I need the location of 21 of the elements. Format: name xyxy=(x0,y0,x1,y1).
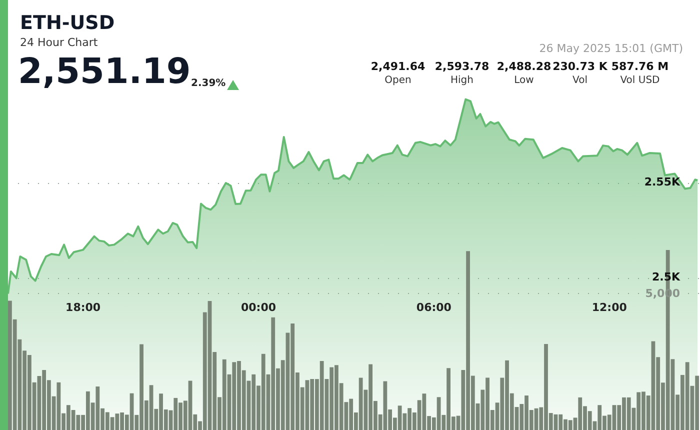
annotation: 2,488.28 xyxy=(496,60,552,73)
annotation: Low xyxy=(513,75,535,86)
annotation: 2,491.64 xyxy=(370,60,426,73)
x-tick-label: 18:00 xyxy=(66,300,101,314)
y-tick-label: 2.5K xyxy=(652,270,680,284)
annotation: Open xyxy=(384,75,412,86)
text: ETH-USD xyxy=(20,12,115,34)
x-tick-label: 00:00 xyxy=(240,300,276,314)
y-tick-label: 2.55K xyxy=(644,176,680,189)
annotation: 26 May 2025 15:01 (GMT) xyxy=(539,42,683,55)
annotation: Vol USD xyxy=(619,75,661,86)
annotation: 587.76 M xyxy=(611,60,669,73)
x-tick-label: 12:00 xyxy=(592,300,628,314)
annotation: 2.39% xyxy=(191,78,226,89)
annotation: 230.73 K xyxy=(552,60,608,73)
annotation: High xyxy=(450,75,474,86)
x-tick-label: 06:00 xyxy=(416,300,452,314)
annotation: Vol xyxy=(572,75,588,86)
annotation: 2,551.19 xyxy=(18,52,191,92)
text: 24 Hour Chart xyxy=(20,36,98,49)
annotation: 2,593.78 xyxy=(434,60,490,73)
